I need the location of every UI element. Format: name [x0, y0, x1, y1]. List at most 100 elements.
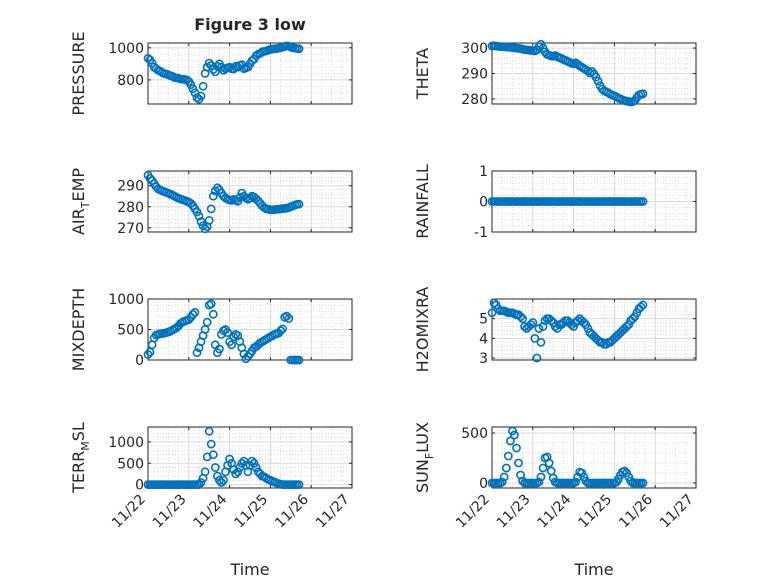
- axis-box: [147, 170, 353, 233]
- x-axis-label-left: Time: [229, 560, 269, 579]
- y-tick-label: 1000: [108, 41, 144, 57]
- data-point: [638, 197, 648, 206]
- data-point: [204, 58, 214, 68]
- y-tick-label: 0: [479, 195, 488, 211]
- data-point: [276, 326, 285, 336]
- data-point: [200, 224, 210, 234]
- data-point: [593, 335, 603, 345]
- axis-box: [491, 298, 697, 361]
- data-point: [540, 316, 550, 325]
- data-point: [294, 480, 304, 489]
- x-axis-label-right: Time: [573, 560, 613, 579]
- y-tick-label: 500: [117, 456, 144, 472]
- data-point: [206, 204, 216, 214]
- data-point: [194, 480, 204, 489]
- subplot-pressure: 800 1000 PRESSURE: [69, 31, 353, 116]
- data-point: [225, 62, 234, 72]
- data-point: [202, 317, 212, 327]
- subplot-h2omixra: 3 4 5 H2OMIXRA: [413, 287, 697, 373]
- data-point: [143, 350, 153, 359]
- data-point: [536, 472, 546, 482]
- y-tick-label: 3: [479, 351, 488, 367]
- data-point: [208, 191, 218, 201]
- data-point: [192, 348, 202, 358]
- data-point: [499, 472, 509, 482]
- data-point: [516, 312, 525, 322]
- data-point: [190, 307, 200, 317]
- y-axis-label-h2omixra: H2OMIXRA: [413, 287, 432, 373]
- y-tick-label: 280: [461, 92, 488, 108]
- data-point: [198, 81, 208, 91]
- data-point: [620, 466, 629, 476]
- data-point: [204, 426, 214, 436]
- data-point: [216, 478, 226, 487]
- subplot-air-temp: 270 280 290 AIRTEMP: [69, 168, 353, 237]
- data-point: [514, 458, 523, 468]
- y-axis-label-mixdepth: MIXDEPTH: [69, 288, 88, 371]
- y-axis-label-theta: THETA: [413, 48, 432, 100]
- data-point: [571, 477, 580, 487]
- y-tick-label: 0: [479, 476, 488, 492]
- axis-box: [491, 426, 697, 489]
- data-point: [192, 207, 202, 217]
- data-point: [593, 76, 603, 86]
- y-tick-label: 290: [461, 67, 488, 83]
- data-point: [206, 439, 216, 449]
- data-point: [214, 475, 224, 485]
- data-point: [229, 332, 239, 342]
- data-point: [186, 198, 196, 208]
- data-point: [249, 458, 259, 468]
- figure-title: Figure 3 low: [194, 15, 306, 34]
- data-point: [196, 91, 206, 101]
- data-point: [223, 328, 232, 337]
- data-point: [487, 308, 497, 318]
- data-point: [544, 458, 554, 468]
- data-point: [206, 299, 216, 309]
- data-point: [512, 443, 521, 453]
- data-point: [245, 193, 255, 203]
- data-point: [294, 355, 304, 365]
- data-point: [505, 436, 515, 446]
- data-point: [188, 309, 198, 319]
- data-point: [559, 318, 568, 327]
- data-point: [196, 478, 206, 487]
- y-axis-label-terr-msl: TERRMSL: [69, 422, 92, 494]
- axis-box: [147, 42, 353, 105]
- axis-box: [147, 426, 353, 489]
- y-tick-label: 300: [461, 41, 488, 57]
- data-point: [239, 456, 249, 466]
- data-point: [526, 320, 536, 329]
- y-tick-label: 290: [117, 179, 144, 195]
- y-tick-label: 0: [135, 353, 144, 369]
- data-point: [579, 318, 589, 327]
- y-tick-label: 1: [479, 164, 488, 180]
- data-point: [546, 316, 556, 325]
- data-point: [530, 333, 540, 343]
- y-tick-label: 1000: [108, 435, 144, 451]
- data-point: [503, 451, 513, 461]
- data-point: [638, 89, 648, 99]
- data-point: [534, 477, 544, 487]
- y-tick-label: 800: [117, 73, 144, 89]
- y-axis-label-air-temp: AIRTEMP: [69, 168, 92, 235]
- y-tick-label: 280: [117, 200, 144, 216]
- data-point: [145, 173, 155, 183]
- data-point: [210, 67, 220, 77]
- data-point: [227, 340, 236, 350]
- y-axis-label-pressure: PRESSURE: [69, 31, 88, 115]
- y-tick-label: 500: [117, 323, 144, 339]
- data-point: [534, 42, 544, 51]
- data-point: [231, 469, 241, 479]
- data-point: [536, 337, 546, 347]
- data-point: [208, 450, 218, 460]
- subplot-mixdepth: 0 500 1000 MIXDEPTH: [69, 288, 353, 371]
- data-point: [184, 315, 194, 325]
- y-tick-label: -1: [474, 225, 488, 241]
- data-point: [204, 215, 214, 225]
- y-tick-label: 5: [479, 312, 488, 328]
- data-point: [212, 61, 222, 71]
- data-point: [528, 318, 538, 327]
- data-point: [192, 93, 202, 102]
